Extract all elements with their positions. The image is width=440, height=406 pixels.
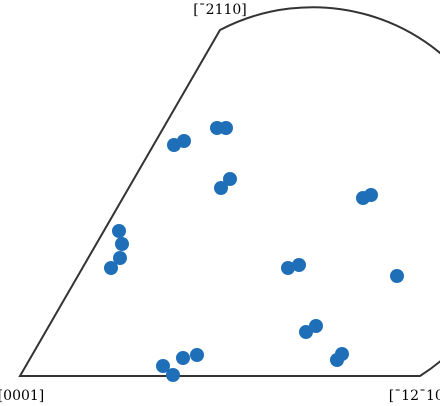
orientation-point bbox=[364, 188, 378, 202]
orientation-point bbox=[281, 261, 295, 275]
orientation-point bbox=[292, 258, 306, 272]
orientation-point bbox=[335, 347, 349, 361]
orientation-point bbox=[166, 368, 180, 382]
orientation-point bbox=[309, 319, 323, 333]
orientation-points bbox=[104, 121, 404, 382]
orientation-point bbox=[390, 269, 404, 283]
orientation-point bbox=[115, 237, 129, 251]
orientation-point bbox=[156, 359, 170, 373]
orientation-point bbox=[219, 121, 233, 135]
sector-boundary bbox=[18, 6, 440, 377]
orientation-point bbox=[223, 172, 237, 186]
label-right-direction: [¯12¯10] bbox=[389, 388, 440, 404]
orientation-point bbox=[113, 251, 127, 265]
orientation-point bbox=[214, 181, 228, 195]
label-top-direction: [¯2110] bbox=[193, 2, 247, 18]
orientation-point bbox=[112, 224, 126, 238]
orientation-point bbox=[104, 261, 118, 275]
orientation-point bbox=[190, 348, 204, 362]
fundamental-sector-outline bbox=[18, 6, 440, 377]
orientation-point bbox=[177, 134, 191, 148]
orientation-point bbox=[176, 351, 190, 365]
label-left-direction: [0001] bbox=[0, 388, 44, 404]
